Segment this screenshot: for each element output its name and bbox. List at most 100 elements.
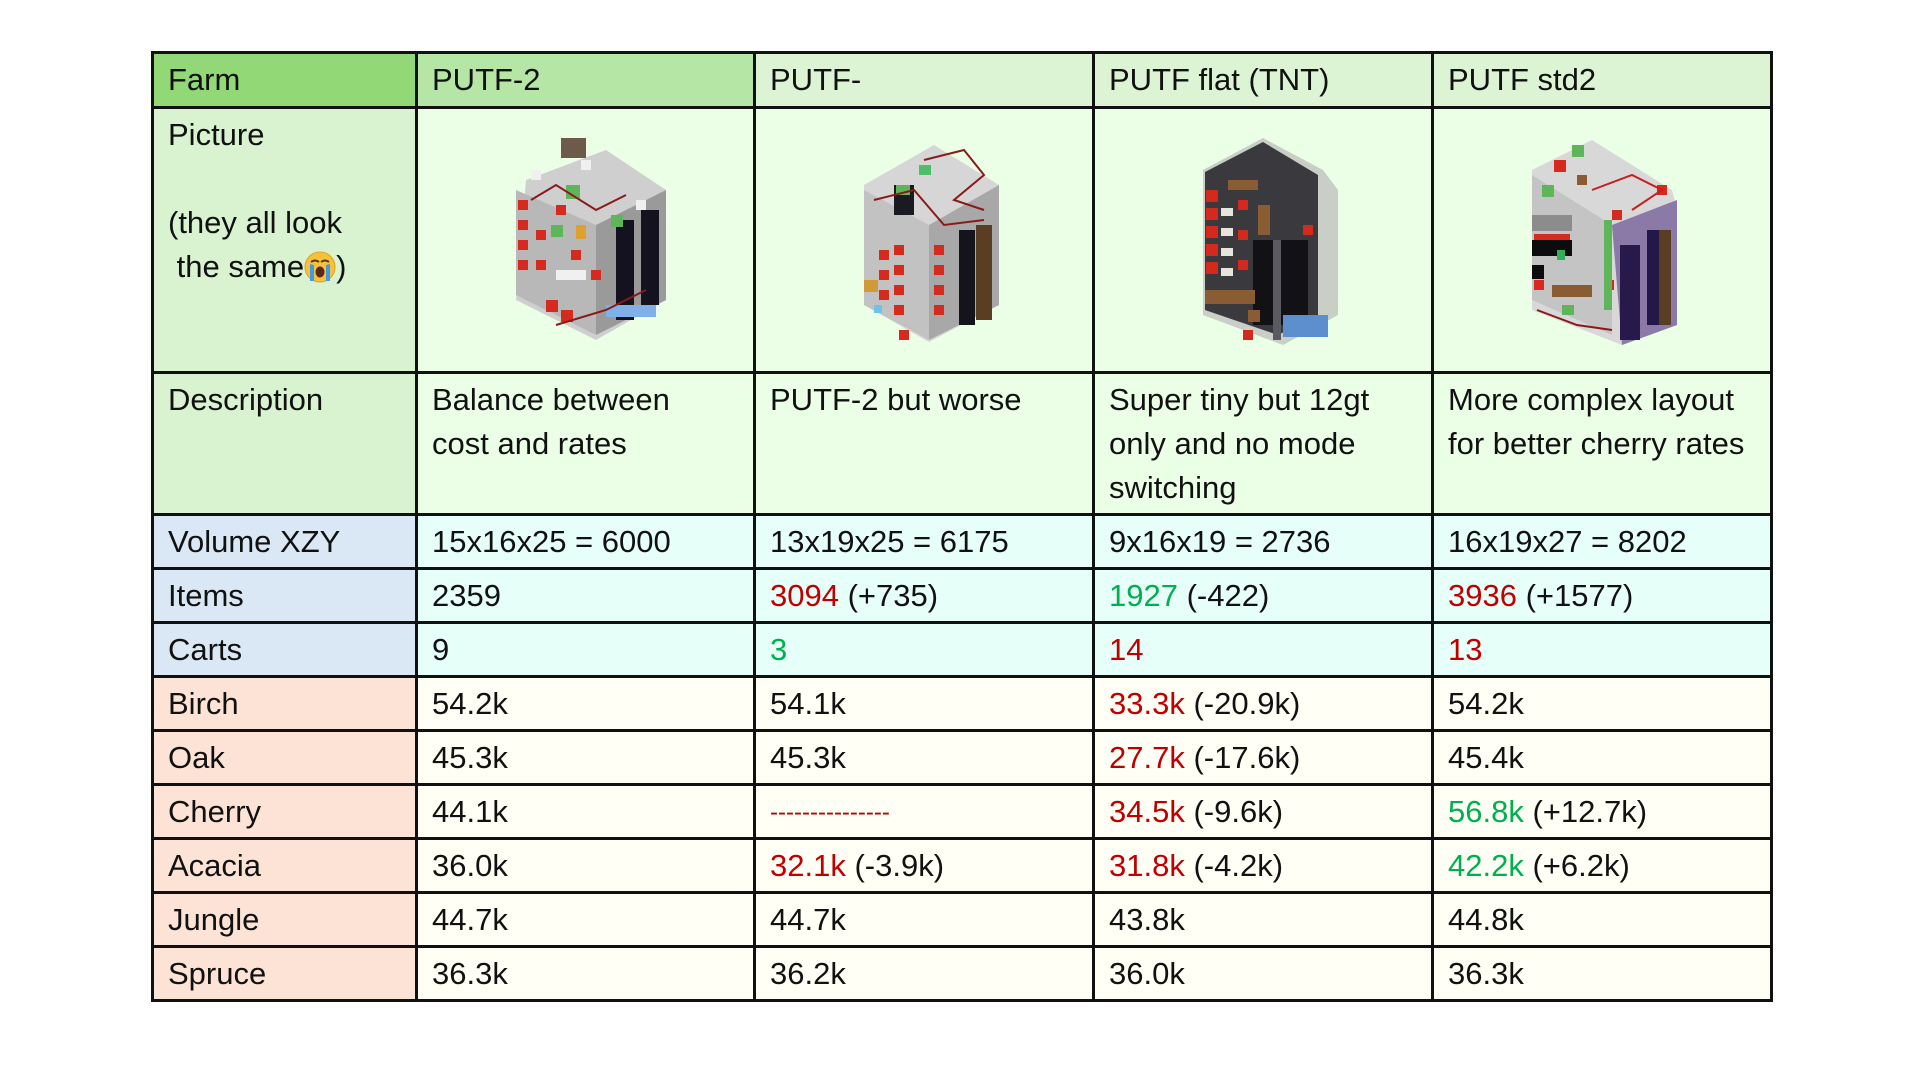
value-main: 45.3k bbox=[432, 739, 508, 775]
value-main: 9 bbox=[432, 631, 450, 667]
value-main: 36.2k bbox=[770, 955, 846, 991]
value-main: 1927 bbox=[1109, 577, 1178, 613]
rate-cell: 45.4k bbox=[1431, 729, 1773, 786]
carts-row-label: Carts bbox=[151, 621, 418, 678]
value-delta: (+6.2k) bbox=[1523, 847, 1630, 883]
not-available-dashes: --------------- bbox=[770, 799, 890, 826]
picture-row-label: Picture (they all look the same ) bbox=[151, 106, 418, 374]
value-main: 3 bbox=[770, 631, 788, 667]
rate-cell: 54.1k bbox=[753, 675, 1095, 732]
tree-label: Acacia bbox=[151, 837, 418, 894]
value-main: 36.0k bbox=[1109, 955, 1185, 991]
rate-cell: 54.2k bbox=[1431, 675, 1773, 732]
picture-cell-putf-std2 bbox=[1431, 106, 1773, 374]
value-main: 31.8k bbox=[1109, 847, 1185, 883]
value-main: 43.8k bbox=[1109, 901, 1185, 937]
rate-cell: 45.3k bbox=[753, 729, 1095, 786]
farm-comparison-table: Farm PUTF-2 PUTF- PUTF flat (TNT) PUTF s… bbox=[151, 51, 1773, 1002]
value-main: 32.1k bbox=[770, 847, 846, 883]
items-cell: 3094 (+735) bbox=[753, 567, 1095, 624]
rate-cell: 33.3k (-20.9k) bbox=[1092, 675, 1434, 732]
value-delta: (-20.9k) bbox=[1184, 685, 1301, 721]
column-header-putf-std2: PUTF std2 bbox=[1431, 51, 1773, 109]
picture-label-title: Picture bbox=[168, 117, 265, 152]
value-main: 36.0k bbox=[432, 847, 508, 883]
column-header-putf-minus: PUTF- bbox=[753, 51, 1095, 109]
tree-row-acacia: Acacia 36.0k 32.1k (-3.9k) 31.8k (-4.2k)… bbox=[151, 837, 1773, 894]
value-main: 45.4k bbox=[1448, 739, 1524, 775]
picture-label-note-line1: (they all look bbox=[168, 205, 343, 240]
items-row: Items 2359 3094 (+735) 1927 (-422) 3936 … bbox=[151, 567, 1773, 624]
carts-cell: 14 bbox=[1092, 621, 1434, 678]
value-main: 54.2k bbox=[432, 685, 508, 721]
rate-cell: 31.8k (-4.2k) bbox=[1092, 837, 1434, 894]
column-header-putf-2: PUTF-2 bbox=[415, 51, 756, 109]
carts-cell: 9 bbox=[415, 621, 756, 678]
rate-cell: 45.3k bbox=[415, 729, 756, 786]
putf-2-build-image bbox=[515, 138, 666, 340]
value-main: 27.7k bbox=[1109, 739, 1185, 775]
description-cell: Balance between cost and rates bbox=[415, 371, 756, 516]
tree-label: Spruce bbox=[151, 945, 418, 1002]
tree-row-oak: Oak 45.3k 45.3k 27.7k (-17.6k) 45.4k bbox=[151, 729, 1773, 786]
value-main: 36.3k bbox=[1448, 955, 1524, 991]
value-delta: (-9.6k) bbox=[1184, 793, 1284, 829]
rate-cell: 32.1k (-3.9k) bbox=[753, 837, 1095, 894]
rate-cell: 36.3k bbox=[1431, 945, 1773, 1002]
header-row: Farm PUTF-2 PUTF- PUTF flat (TNT) PUTF s… bbox=[151, 51, 1773, 109]
rate-cell: 36.0k bbox=[1092, 945, 1434, 1002]
value-delta: (-17.6k) bbox=[1184, 739, 1301, 775]
loudly-crying-face-icon bbox=[304, 251, 336, 283]
picture-cell-putf-minus bbox=[753, 106, 1095, 374]
items-cell: 2359 bbox=[415, 567, 756, 624]
farm-header-label: Farm bbox=[151, 51, 418, 109]
value-delta: (-3.9k) bbox=[845, 847, 945, 883]
description-cell: PUTF-2 but worse bbox=[753, 371, 1095, 516]
volume-cell: 15x16x25 = 6000 bbox=[415, 513, 756, 570]
putf-flat-tnt-build-image bbox=[1203, 138, 1338, 345]
tree-row-jungle: Jungle 44.7k 44.7k 43.8k 44.8k bbox=[151, 891, 1773, 948]
rate-cell: 36.0k bbox=[415, 837, 756, 894]
value-main: 14 bbox=[1109, 631, 1144, 667]
rate-cell: 42.2k (+6.2k) bbox=[1431, 837, 1773, 894]
value-main: 44.7k bbox=[432, 901, 508, 937]
tree-row-spruce: Spruce 36.3k 36.2k 36.0k 36.3k bbox=[151, 945, 1773, 1002]
value-delta: (+1577) bbox=[1516, 577, 1634, 613]
volume-cell: 13x19x25 = 6175 bbox=[753, 513, 1095, 570]
rate-cell: --------------- bbox=[753, 783, 1095, 840]
picture-cell-putf-2 bbox=[415, 106, 756, 374]
value-delta: (+735) bbox=[838, 577, 939, 613]
tree-label: Birch bbox=[151, 675, 418, 732]
carts-cell: 13 bbox=[1431, 621, 1773, 678]
putf-minus-build-image bbox=[864, 145, 999, 342]
tree-label: Oak bbox=[151, 729, 418, 786]
column-header-putf-flat-tnt: PUTF flat (TNT) bbox=[1092, 51, 1434, 109]
value-main: 3936 bbox=[1448, 577, 1517, 613]
description-cell: Super tiny but 12gt only and no mode swi… bbox=[1092, 371, 1434, 516]
rate-cell: 34.5k (-9.6k) bbox=[1092, 783, 1434, 840]
description-cell: More complex layout for better cherry ra… bbox=[1431, 371, 1773, 516]
value-delta: (-422) bbox=[1177, 577, 1270, 613]
description-row-label: Description bbox=[151, 371, 418, 516]
value-delta: (+12.7k) bbox=[1523, 793, 1648, 829]
volume-row: Volume XZY 15x16x25 = 6000 13x19x25 = 61… bbox=[151, 513, 1773, 570]
rate-cell: 44.8k bbox=[1431, 891, 1773, 948]
value-main: 2359 bbox=[432, 577, 501, 613]
value-main: 34.5k bbox=[1109, 793, 1185, 829]
picture-row: Picture (they all look the same ) bbox=[151, 106, 1773, 374]
items-cell: 1927 (-422) bbox=[1092, 567, 1434, 624]
rate-cell: 54.2k bbox=[415, 675, 756, 732]
value-main: 44.7k bbox=[770, 901, 846, 937]
tree-label: Jungle bbox=[151, 891, 418, 948]
value-main: 54.2k bbox=[1448, 685, 1524, 721]
rate-cell: 36.2k bbox=[753, 945, 1095, 1002]
picture-label-note-end: ) bbox=[336, 249, 347, 284]
value-main: 45.3k bbox=[770, 739, 846, 775]
rate-cell: 56.8k (+12.7k) bbox=[1431, 783, 1773, 840]
rate-cell: 43.8k bbox=[1092, 891, 1434, 948]
rate-cell: 27.7k (-17.6k) bbox=[1092, 729, 1434, 786]
volume-row-label: Volume XZY bbox=[151, 513, 418, 570]
value-main: 44.8k bbox=[1448, 901, 1524, 937]
tree-row-cherry: Cherry 44.1k --------------- 34.5k (-9.6… bbox=[151, 783, 1773, 840]
value-main: 33.3k bbox=[1109, 685, 1185, 721]
